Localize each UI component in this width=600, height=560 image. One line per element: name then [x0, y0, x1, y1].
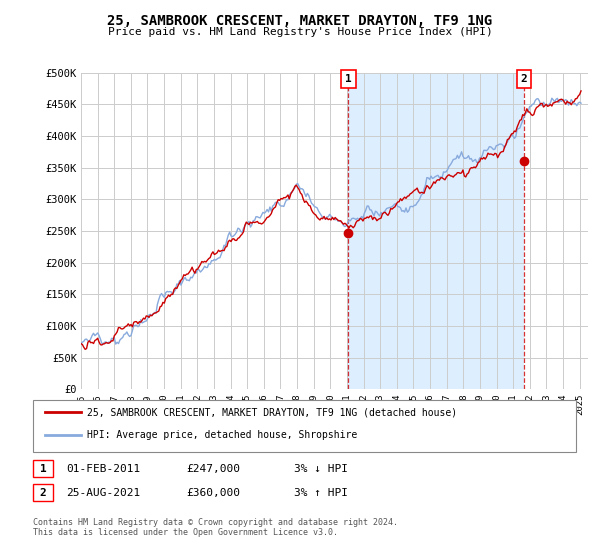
Text: Contains HM Land Registry data © Crown copyright and database right 2024.
This d: Contains HM Land Registry data © Crown c… — [33, 518, 398, 538]
Text: 01-FEB-2011: 01-FEB-2011 — [66, 464, 140, 474]
Text: £247,000: £247,000 — [186, 464, 240, 474]
Text: HPI: Average price, detached house, Shropshire: HPI: Average price, detached house, Shro… — [87, 430, 357, 440]
Text: 25-AUG-2021: 25-AUG-2021 — [66, 488, 140, 498]
Text: 25, SAMBROOK CRESCENT, MARKET DRAYTON, TF9 1NG: 25, SAMBROOK CRESCENT, MARKET DRAYTON, T… — [107, 14, 493, 28]
Text: 25, SAMBROOK CRESCENT, MARKET DRAYTON, TF9 1NG (detached house): 25, SAMBROOK CRESCENT, MARKET DRAYTON, T… — [87, 408, 457, 417]
Text: 3% ↑ HPI: 3% ↑ HPI — [294, 488, 348, 498]
Text: 1: 1 — [40, 464, 46, 474]
Text: £360,000: £360,000 — [186, 488, 240, 498]
Text: 2: 2 — [40, 488, 46, 498]
Text: 3% ↓ HPI: 3% ↓ HPI — [294, 464, 348, 474]
Bar — [348, 73, 524, 389]
Text: 2: 2 — [521, 74, 527, 84]
Text: 1: 1 — [345, 74, 352, 84]
Text: Price paid vs. HM Land Registry's House Price Index (HPI): Price paid vs. HM Land Registry's House … — [107, 27, 493, 38]
